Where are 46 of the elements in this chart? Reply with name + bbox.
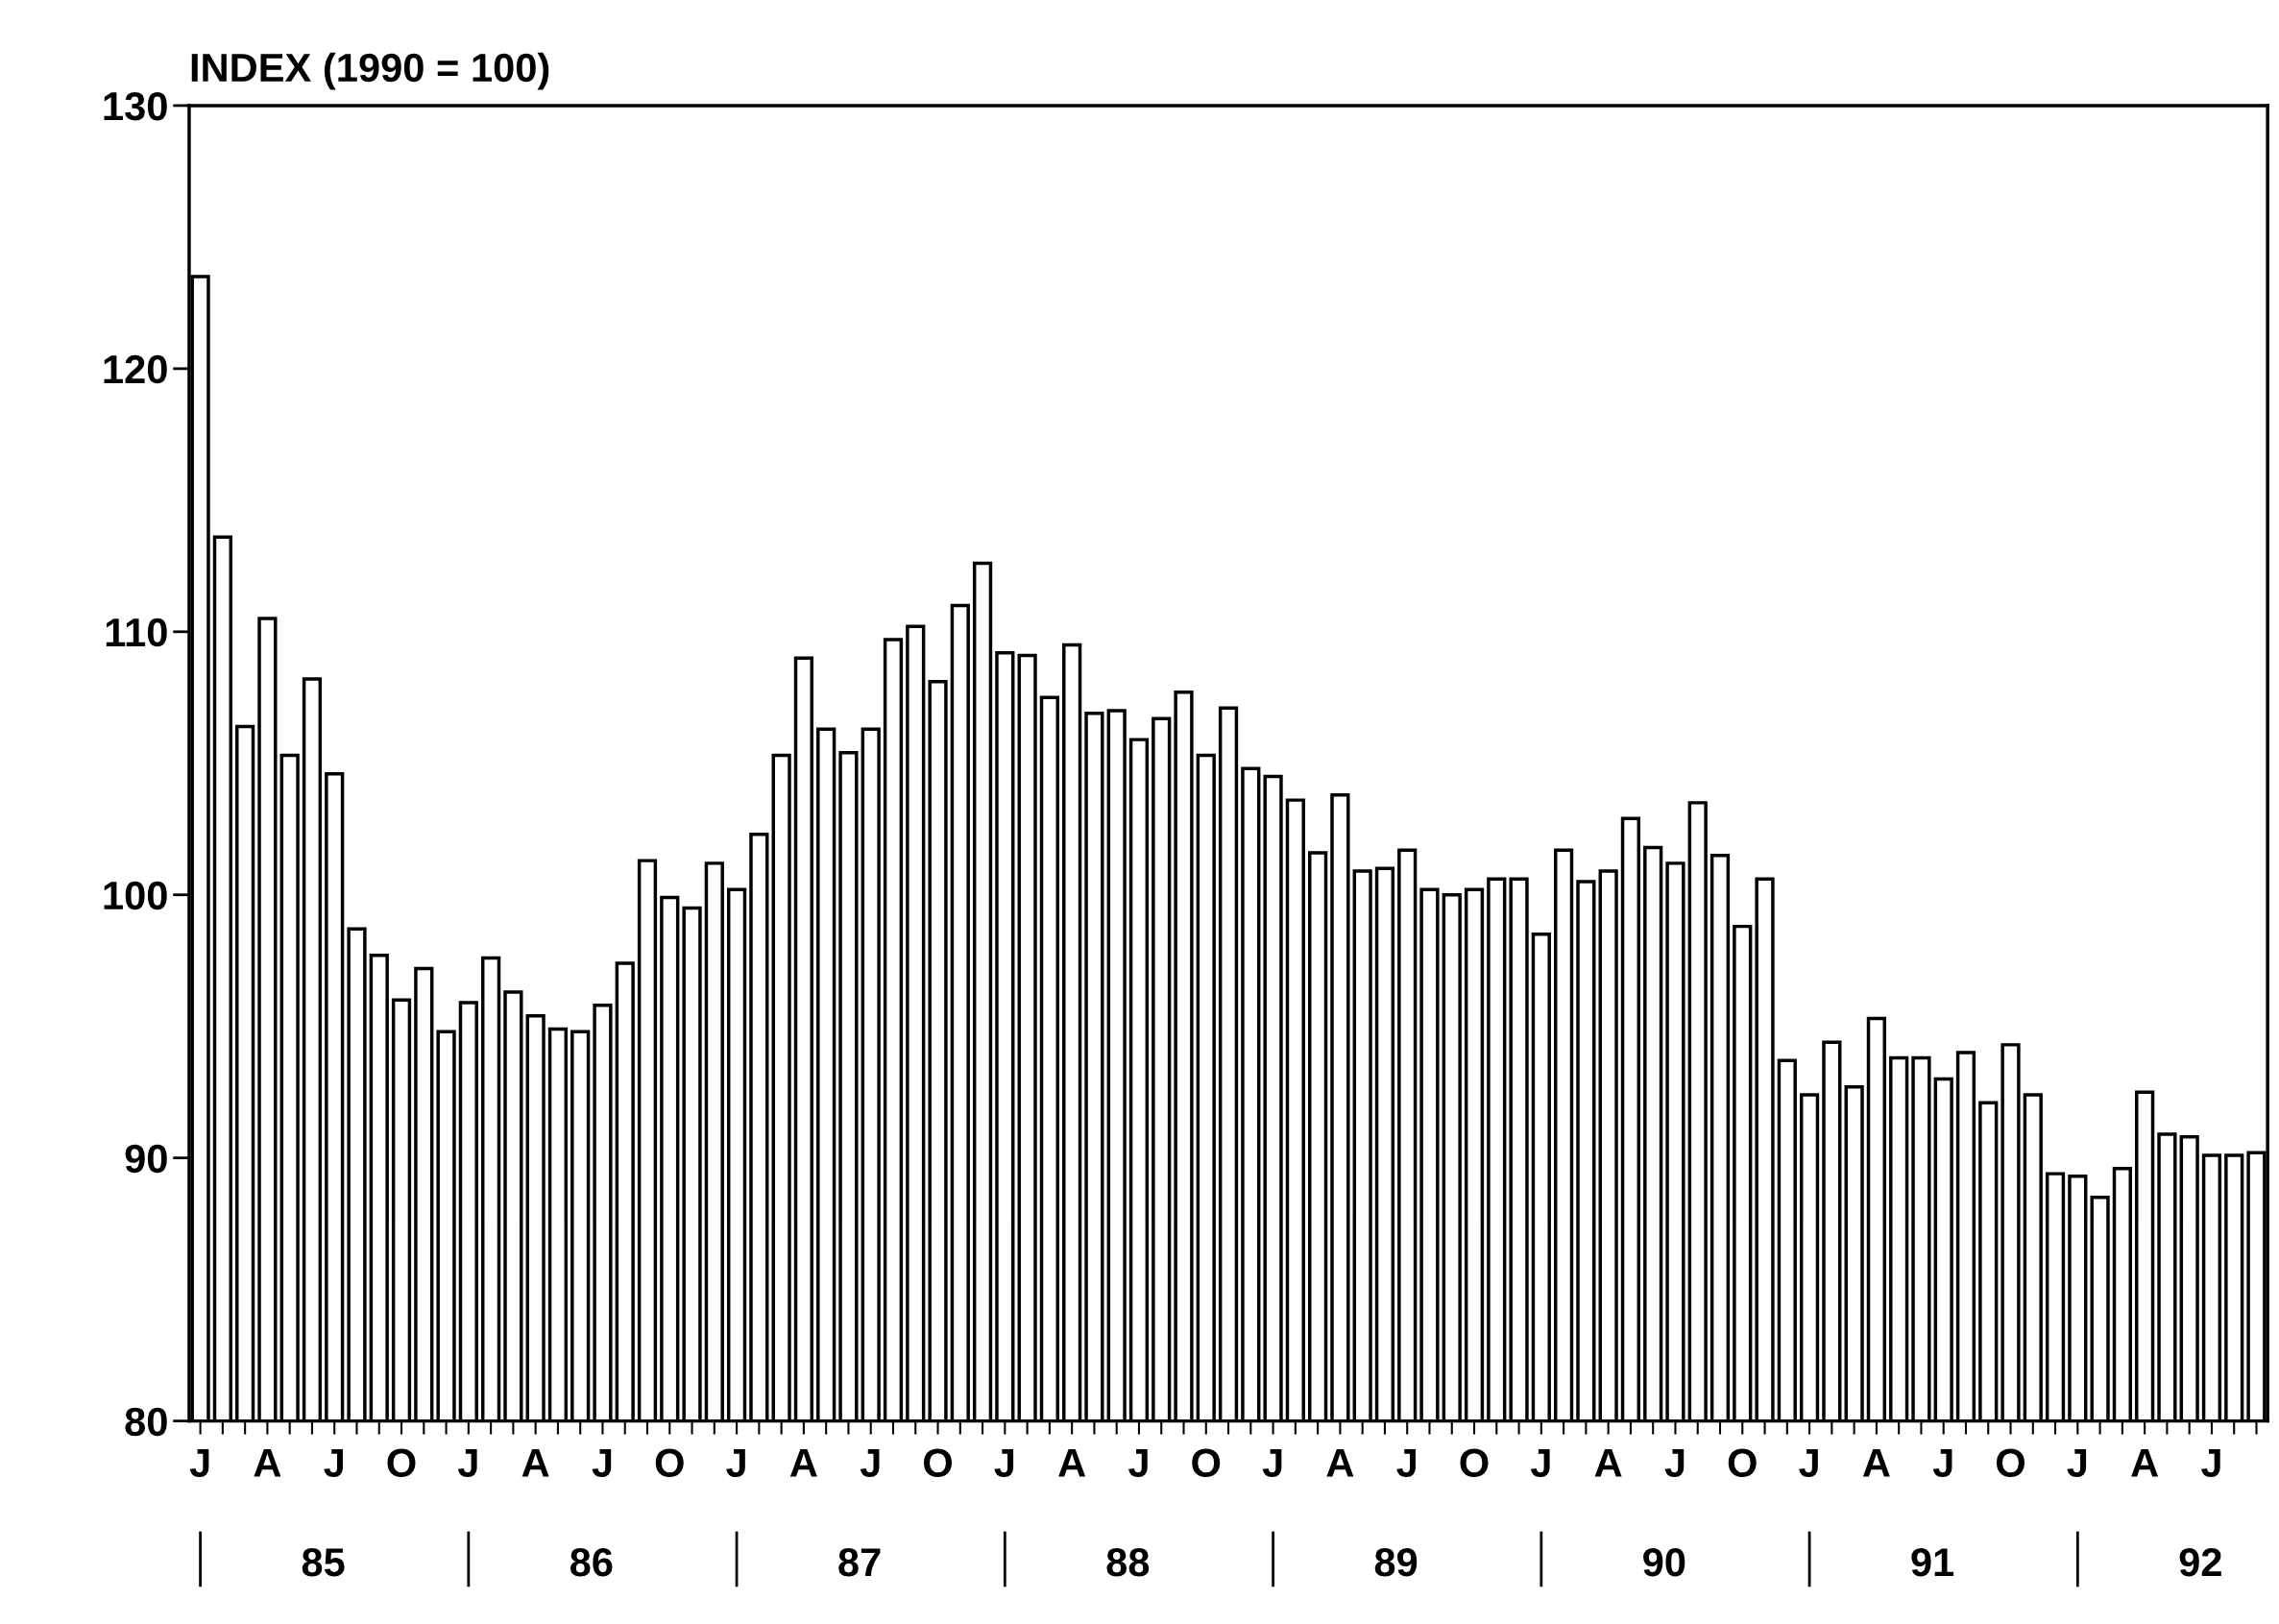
y-tick-label: 90 (125, 1144, 167, 1174)
x-tick-label: O (387, 1448, 416, 1478)
text: 88 (1106, 1547, 1150, 1577)
x-tick-label: A (254, 1448, 281, 1477)
x-tick-label: A (521, 1448, 549, 1477)
x-tick-label: J (1664, 1448, 1685, 1478)
x-tick-label: J (860, 1448, 880, 1478)
x-tick-label: A (1058, 1448, 1086, 1477)
x-tick-label: J (1262, 1448, 1282, 1478)
text: 85 (302, 1547, 345, 1577)
text: 87 (838, 1547, 881, 1577)
x-tick-label: O (655, 1448, 684, 1478)
x-tick-label: J (726, 1448, 745, 1478)
y-tick-label: 80 (125, 1407, 167, 1437)
x-tick-label: A (789, 1448, 817, 1477)
x-tick-label: J (189, 1448, 209, 1478)
y-tick-label: 120 (104, 354, 167, 384)
x-tick-label: J (1396, 1448, 1416, 1478)
y-tick-label: 110 (106, 618, 167, 647)
x-tick-label: J (2201, 1448, 2220, 1478)
x-tick-label: J (2067, 1448, 2087, 1478)
x-tick-label: J (1799, 1448, 1818, 1478)
x-tick-label: O (1192, 1448, 1221, 1478)
x-tick-label: O (1460, 1448, 1489, 1478)
y-tick-label: 100 (104, 881, 167, 910)
x-tick-label: A (1326, 1448, 1354, 1477)
x-tick-label: O (1997, 1448, 2024, 1478)
x-tick-label: J (592, 1448, 612, 1478)
chart-title: INDEX (1990 = 100) (191, 52, 549, 90)
x-tick-label: O (1728, 1448, 1757, 1478)
x-tick-label: J (324, 1448, 343, 1478)
text: 89 (1374, 1547, 1418, 1577)
text: 90 (1643, 1547, 1685, 1577)
x-tick-label: J (1932, 1448, 1952, 1478)
x-tick-label: J (1530, 1448, 1550, 1478)
x-tick-label: J (457, 1448, 477, 1478)
x-tick-label: A (1594, 1448, 1622, 1477)
text: 91 (1911, 1547, 1954, 1577)
y-tick-label: 130 (104, 91, 167, 121)
x-tick-label: A (2131, 1448, 2159, 1477)
text: 92 (2179, 1547, 2221, 1577)
x-tick-label: A (1862, 1448, 1890, 1477)
text: 86 (570, 1547, 613, 1577)
x-tick-label: J (1128, 1448, 1148, 1478)
x-tick-label: O (924, 1448, 952, 1478)
x-tick-label: J (994, 1448, 1014, 1478)
